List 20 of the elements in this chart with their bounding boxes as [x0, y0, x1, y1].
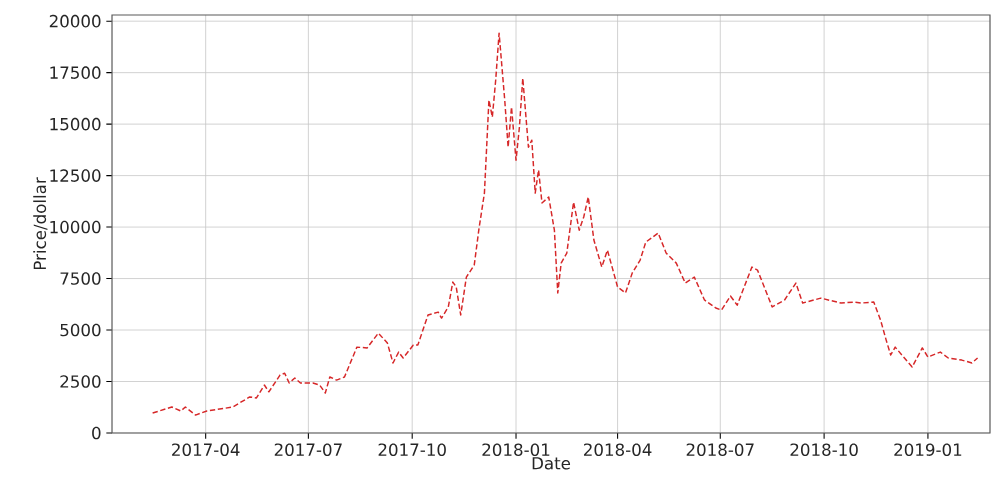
y-tick-label: 0 [92, 426, 101, 440]
y-tick-label: 2500 [60, 375, 101, 388]
x-tick-label: 2017-10 [378, 443, 446, 456]
y-tick-label: 15000 [50, 117, 101, 131]
line-series [151, 32, 979, 416]
x-tick-label: 2018-04 [583, 443, 652, 456]
y-tick-label: 10000 [50, 220, 101, 234]
x-tick-label: 2019-01 [894, 443, 962, 456]
y-tick-label: 17500 [50, 66, 101, 79]
y-tick-label: 7500 [60, 272, 101, 285]
x-tick-label: 2017-04 [172, 443, 240, 456]
x-tick-label: 2018-01 [482, 443, 550, 456]
y-tick-label: 12500 [50, 169, 101, 182]
y-tick-label: 20000 [49, 14, 101, 28]
x-tick-label: 2018-07 [686, 443, 754, 456]
y-tick-label: 5000 [60, 323, 101, 337]
x-tick-label: 2018-10 [790, 443, 858, 456]
x-axis-title: Date [532, 457, 571, 470]
y-axis-title: Price/dollar [33, 177, 48, 270]
x-tick-label: 2017-07 [274, 443, 342, 456]
